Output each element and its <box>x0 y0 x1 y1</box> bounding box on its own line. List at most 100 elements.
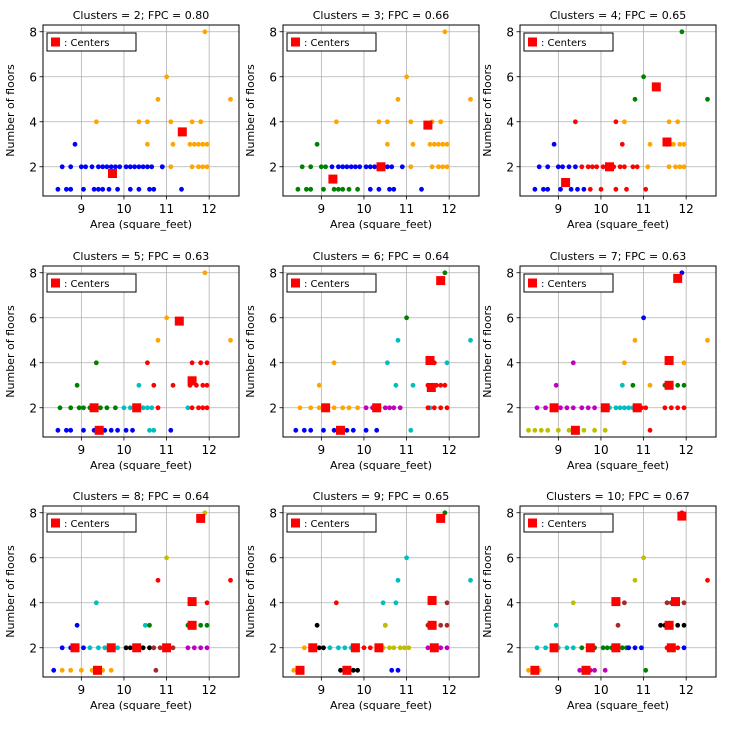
data-point <box>553 622 559 628</box>
data-point <box>333 119 339 125</box>
x-tick-label: 9 <box>78 443 86 457</box>
data-point <box>438 382 444 388</box>
x-tick-label: 10 <box>593 683 608 697</box>
data-point <box>399 164 405 170</box>
data-point <box>336 186 341 192</box>
legend: : Centers <box>286 273 377 293</box>
data-point <box>626 645 632 651</box>
subplot-title: Clusters = 9; FPC = 0.65 <box>313 490 450 503</box>
data-point <box>293 427 299 433</box>
y-tick-label: 4 <box>269 596 277 610</box>
data-point <box>372 164 377 170</box>
data-point <box>585 164 591 170</box>
legend-center-marker <box>291 518 300 528</box>
y-axis-label: Number of floors <box>244 64 257 157</box>
legend-label: : Centers <box>541 279 586 290</box>
data-point <box>228 96 233 102</box>
data-point <box>675 382 681 388</box>
data-point <box>102 645 108 651</box>
cluster-center-marker <box>295 665 305 675</box>
data-point <box>545 427 551 433</box>
data-point <box>168 427 174 433</box>
legend-center-marker <box>291 37 300 47</box>
y-tick-label: 2 <box>269 641 277 655</box>
legend-box <box>523 513 614 533</box>
data-point <box>164 555 170 561</box>
y-axis-label: Number of floors <box>4 305 17 398</box>
data-point <box>440 141 446 147</box>
y-tick-label: 2 <box>269 160 277 174</box>
subplot-title: Clusters = 6; FPC = 0.64 <box>313 250 450 263</box>
data-point <box>331 360 337 366</box>
x-tick-label: 10 <box>116 202 131 216</box>
subplot-8: 9 10 11 12 2 4 6 8 Clusters = 9; FPC = 0.65 Area … <box>244 490 480 712</box>
cluster-center-marker <box>132 403 142 413</box>
y-tick-label: 2 <box>269 401 277 415</box>
data-point <box>363 427 369 433</box>
x-axis-label: Area (square_feet) <box>567 218 669 231</box>
data-point <box>619 382 625 388</box>
data-point <box>59 667 65 673</box>
data-point <box>385 119 390 125</box>
data-point <box>626 405 632 411</box>
x-tick-label: 11 <box>636 202 651 216</box>
legend-label: : Centers <box>304 279 349 290</box>
x-tick-label: 12 <box>679 202 694 216</box>
data-point <box>170 141 176 147</box>
data-point <box>327 645 333 651</box>
cluster-center-marker <box>350 643 360 653</box>
data-point <box>393 382 399 388</box>
data-point <box>191 645 197 651</box>
x-tick-label: 9 <box>318 202 326 216</box>
cluster-center-marker <box>423 120 433 130</box>
y-tick-label: 8 <box>29 506 37 520</box>
data-point <box>291 667 297 673</box>
cluster-center-marker <box>328 174 338 184</box>
data-point <box>387 645 392 651</box>
data-point <box>564 405 570 411</box>
data-point <box>136 186 142 192</box>
data-point <box>579 645 585 651</box>
data-point <box>389 667 395 673</box>
data-point <box>590 164 595 170</box>
legend-center-marker <box>51 37 60 47</box>
data-point <box>151 382 157 388</box>
data-point <box>81 405 86 411</box>
data-point <box>340 186 346 192</box>
y-tick-label: 4 <box>29 596 37 610</box>
data-point <box>431 141 437 147</box>
data-point <box>204 382 210 388</box>
data-point <box>408 164 414 170</box>
cluster-center-marker <box>673 273 683 283</box>
data-point <box>387 405 392 411</box>
data-point <box>615 622 621 628</box>
plot-frame <box>519 24 717 197</box>
data-point <box>115 186 120 192</box>
cluster-center-marker <box>429 643 439 653</box>
data-point <box>429 164 435 170</box>
y-axis-label: Number of floors <box>4 545 17 638</box>
legend-label: : Centers <box>541 38 586 49</box>
legend: : Centers <box>523 273 614 293</box>
data-point <box>406 645 412 651</box>
legend: : Centers <box>286 513 377 533</box>
data-point <box>438 622 444 628</box>
data-point <box>440 164 446 170</box>
y-tick-label: 2 <box>506 160 514 174</box>
data-point <box>113 405 118 411</box>
data-point <box>68 427 74 433</box>
cluster-center-marker <box>530 665 540 675</box>
data-point <box>534 405 540 411</box>
cluster-center-marker <box>611 597 621 607</box>
data-point <box>408 427 414 433</box>
data-point <box>168 164 174 170</box>
data-point <box>93 600 99 606</box>
y-tick-label: 8 <box>269 506 277 520</box>
data-point <box>468 337 473 343</box>
y-tick-label: 4 <box>269 115 277 129</box>
data-point <box>297 405 303 411</box>
y-axis-label: Number of floors <box>4 64 17 157</box>
data-point <box>705 96 710 102</box>
data-point <box>619 141 625 147</box>
data-point <box>140 405 146 411</box>
